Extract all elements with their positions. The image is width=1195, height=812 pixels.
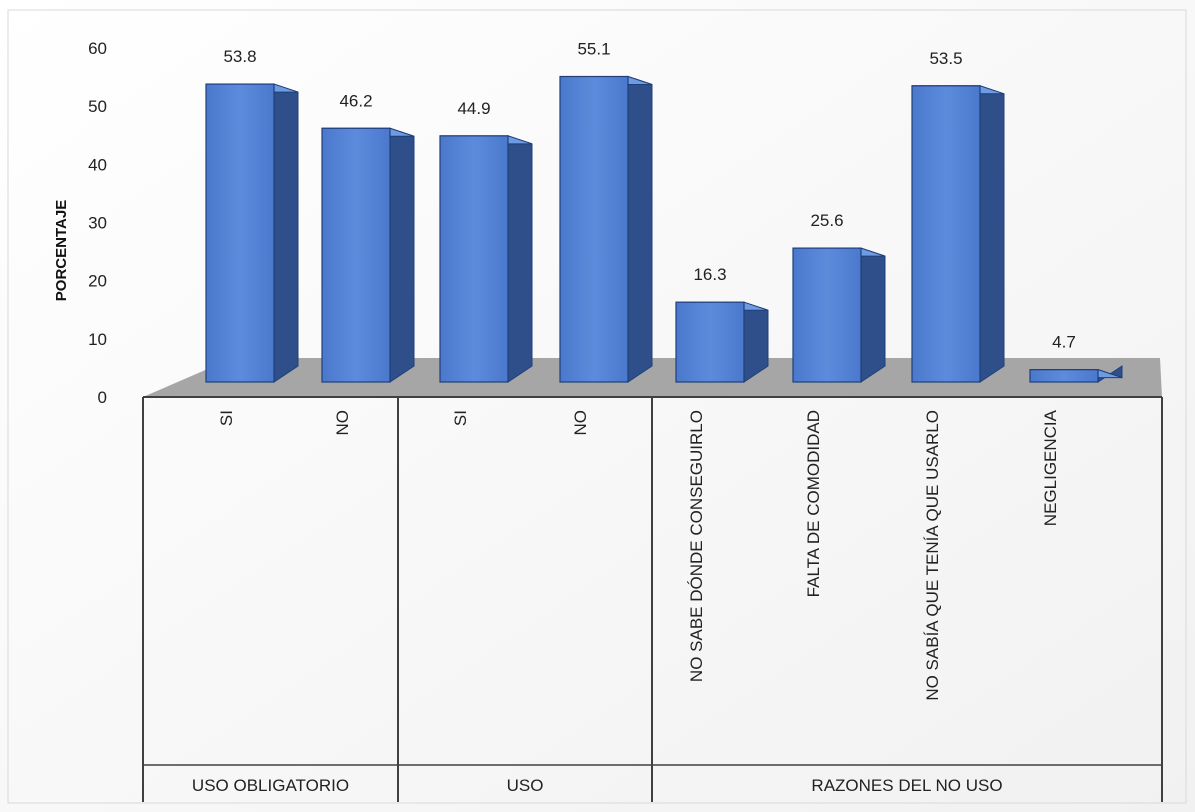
bar-side [389,127,415,383]
bar-front [439,135,509,383]
bar-side [860,247,886,383]
x-category-label: SI [217,410,236,426]
bar [792,247,886,383]
x-category-label: NEGLIGENCIA [1041,409,1060,526]
bar-front [675,301,745,383]
data-label: 55.1 [577,40,610,59]
bar [1029,365,1123,383]
data-label: 4.7 [1052,333,1076,352]
x-category-label: NO [333,410,352,436]
bar-front [911,85,981,383]
y-tick-label: 0 [98,388,107,407]
bar [559,75,653,383]
y-tick-label: 60 [88,39,107,58]
bar-front [1029,369,1099,383]
data-label: 53.5 [929,49,962,68]
data-label: 25.6 [810,211,843,230]
bar-side [273,83,299,383]
y-tick-label: 20 [88,272,107,291]
x-category-label: NO SABE DÓNDE CONSEGUIRLO [687,410,706,682]
x-category-label: FALTA DE COMODIDAD [804,410,823,597]
x-group-label: USO OBLIGATORIO [192,776,349,795]
x-category-label: SI [451,410,470,426]
bar [321,127,415,383]
bar-side [507,135,533,383]
data-label: 44.9 [457,99,490,118]
data-label: 16.3 [693,265,726,284]
y-tick-label: 50 [88,97,107,116]
x-group-label: USO [507,776,544,795]
x-category-label: NO SABÍA QUE TENÍA QUE USARLO [923,410,942,701]
bar-front [559,75,629,383]
bar [911,85,1005,383]
bar [439,135,533,383]
bar-side [627,75,653,383]
data-label: 46.2 [339,91,372,110]
y-tick-label: 30 [88,214,107,233]
x-category-label: NO [571,410,590,436]
x-group-label: RAZONES DEL NO USO [811,776,1002,795]
bar [205,83,299,383]
chart-border [7,9,1187,804]
y-tick-label: 10 [88,330,107,349]
data-label: 53.8 [223,47,256,66]
bar-front [321,127,391,383]
bar-side [979,85,1005,383]
y-tick-label: 40 [88,155,107,174]
bar [675,301,769,383]
y-axis-label: PORCENTAJE [53,200,70,301]
bar-front [792,247,862,383]
bar-front [205,83,275,383]
